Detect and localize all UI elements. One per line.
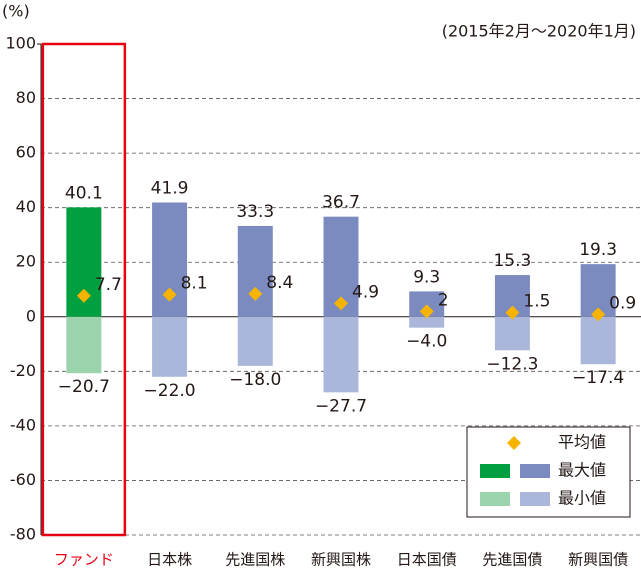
legend-swatch: [480, 464, 510, 478]
x-tick-label: 日本国債: [397, 551, 457, 569]
legend-swatch: [520, 492, 550, 506]
x-tick-label: ファンド: [54, 551, 114, 569]
min-bar: [237, 316, 273, 366]
y-tick-label: 60: [16, 143, 36, 162]
value-label: −22.0: [144, 381, 196, 401]
highlight-box: [41, 42, 127, 537]
y-tick-label: -60: [10, 470, 36, 489]
min-bar: [580, 316, 616, 365]
average-label: 8.4: [266, 273, 293, 293]
y-tick-label: 40: [16, 197, 36, 216]
average-label: 2: [438, 290, 449, 310]
min-bar: [66, 316, 102, 374]
min-bar: [152, 316, 188, 377]
legend-label: 最大値: [558, 461, 606, 480]
legend-label: 最小値: [558, 489, 606, 508]
x-tick-label: 日本株: [147, 551, 192, 569]
y-tick-label: -20: [10, 361, 36, 380]
value-label: −27.7: [315, 396, 367, 416]
x-tick-label: 新興国債: [568, 551, 628, 569]
y-tick-label: -80: [10, 525, 36, 544]
min-bar: [409, 316, 445, 328]
value-label: −4.0: [406, 332, 447, 352]
y-tick-label: 20: [16, 252, 36, 271]
value-label: 33.3: [236, 202, 274, 222]
value-label: −12.3: [486, 354, 538, 374]
value-label: 36.7: [322, 193, 360, 213]
average-marker: [505, 305, 520, 320]
average-label: 0.9: [609, 293, 636, 313]
y-unit: (%): [2, 2, 30, 21]
max-bar: [237, 225, 273, 317]
y-tick-label: 0: [26, 306, 36, 325]
average-marker: [162, 287, 177, 302]
average-marker: [419, 304, 434, 319]
value-label: 19.3: [579, 240, 617, 260]
value-label: 15.3: [493, 251, 531, 271]
average-label: 7.7: [95, 275, 122, 295]
average-label: 4.9: [352, 282, 379, 302]
y-tick-label: 80: [16, 88, 36, 107]
average-marker: [76, 288, 91, 303]
value-label: −17.4: [572, 368, 624, 388]
legend-swatch: [520, 464, 550, 478]
x-tick-label: 先進国株: [225, 551, 285, 569]
y-tick-label: 100: [5, 34, 36, 53]
min-bar: [323, 316, 359, 393]
legend-label: 平均値: [558, 433, 606, 452]
value-label: 9.3: [413, 267, 440, 287]
legend-swatch: [480, 492, 510, 506]
average-label: 8.1: [181, 274, 208, 294]
min-bar: [494, 316, 530, 351]
value-label: 40.1: [65, 183, 103, 203]
average-marker: [591, 307, 606, 322]
average-marker: [248, 286, 263, 301]
legend-marker: [507, 436, 521, 450]
subtitle: (2015年2月～2020年1月): [442, 22, 636, 41]
value-label: −18.0: [229, 370, 281, 390]
x-tick-label: 新興国株: [311, 551, 371, 569]
average-label: 1.5: [523, 292, 550, 312]
x-tick-label: 先進国債: [482, 551, 542, 569]
average-marker: [334, 296, 348, 311]
y-tick-label: -40: [10, 415, 36, 434]
value-label: 41.9: [151, 178, 189, 198]
value-label: −20.7: [58, 377, 110, 397]
